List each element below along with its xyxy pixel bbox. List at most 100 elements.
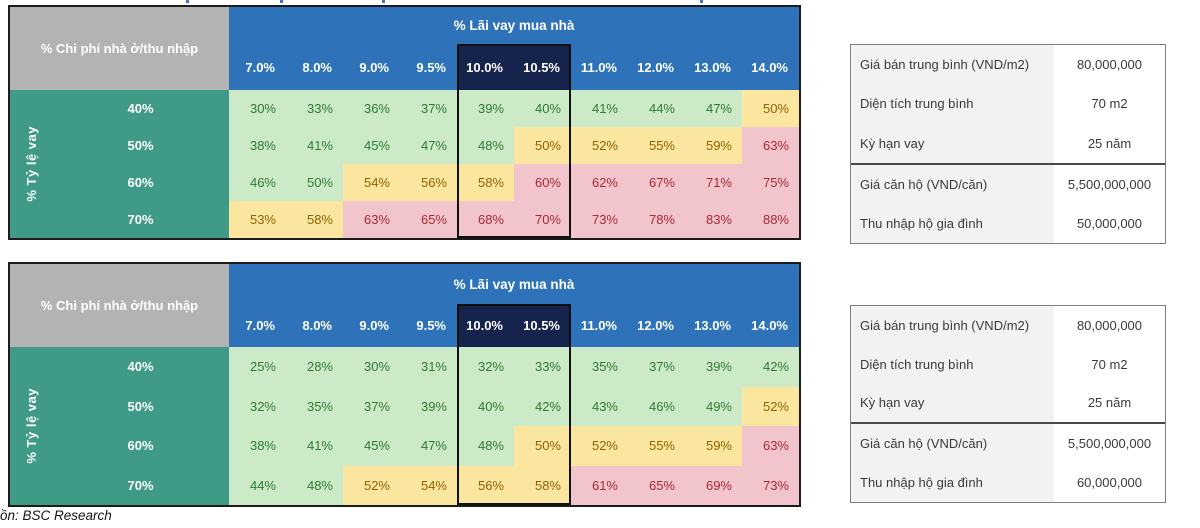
- assumption-row: Thu nhập hộ gia đình 60,000,000: [851, 463, 1165, 502]
- row-axis: % Tỷ lệ vay: [10, 90, 52, 238]
- column-header: 10.5%: [514, 304, 571, 347]
- assumptions-table-bottom: Giá bán trung bình (VND/m2) 80,000,000 Diệ…: [850, 305, 1166, 503]
- heatmap-cell: 37%: [400, 90, 457, 127]
- assumption-label: Giá căn hộ (VND/căn): [851, 424, 1054, 464]
- assumption-value: 80,000,000: [1076, 317, 1143, 333]
- heatmap-cell: 88%: [742, 201, 799, 238]
- heatmap-cell: 63%: [742, 426, 799, 466]
- corner-label: % Chi phí nhà ở/thu nhập: [10, 264, 229, 347]
- column-header: 12.0%: [628, 44, 685, 90]
- heatmap-cell: 38%: [229, 127, 286, 164]
- column-header: 9.0%: [343, 304, 400, 347]
- heatmap-cell: 40%: [514, 90, 571, 127]
- assumption-label: Kỳ hạn vay: [851, 383, 1054, 423]
- heatmap-cell: 35%: [286, 386, 343, 426]
- heatmap-cell: 65%: [400, 201, 457, 238]
- heatmap-cell: 44%: [229, 465, 286, 505]
- clipped-text-mark: [280, 0, 283, 3]
- assumption-row: Giá bán trung bình (VND/m2) 80,000,000: [851, 45, 1165, 85]
- row-label: 60%: [127, 175, 154, 190]
- heatmap-cell: 54%: [400, 465, 457, 505]
- heatmap-cell: 61%: [571, 465, 628, 505]
- heatmap-cell: 37%: [628, 347, 685, 387]
- column-group-title: % Lãi vay mua nhà: [229, 264, 799, 304]
- heatmap-cell: 33%: [514, 347, 571, 387]
- heatmap-cell: 30%: [343, 347, 400, 387]
- heatmap-cell: 75%: [742, 164, 799, 201]
- assumptions-table-top: Giá bán trung bình (VND/m2) 80,000,000 Diệ…: [850, 44, 1166, 244]
- heatmap-cell: 73%: [742, 465, 799, 505]
- assumption-row: Kỳ hạn vay 25 năm: [851, 123, 1165, 163]
- heatmap-cell: 50%: [742, 90, 799, 127]
- heatmap-cell: 62%: [571, 164, 628, 201]
- affordability-heatmap-bottom: % Chi phí nhà ở/thu nhập% Lãi vay mua nh…: [8, 262, 801, 507]
- column-header: 14.0%: [742, 304, 799, 347]
- heatmap-cell: 41%: [571, 90, 628, 127]
- assumption-value: 25 năm: [1087, 395, 1132, 411]
- heatmap-cell: 78%: [628, 201, 685, 238]
- assumption-label: Kỳ hạn vay: [851, 123, 1054, 163]
- heatmap-cell: 25%: [229, 347, 286, 387]
- heatmap-cell: 30%: [229, 90, 286, 127]
- row-label: 70%: [127, 477, 154, 493]
- heatmap-cell: 39%: [685, 347, 742, 387]
- assumption-value: 70 m2: [1091, 356, 1128, 372]
- heatmap-cell: 55%: [628, 127, 685, 164]
- heatmap-cell: 46%: [628, 386, 685, 426]
- clipped-text-mark: [382, 0, 385, 3]
- heatmap-cell: 73%: [571, 201, 628, 238]
- heatmap-cell: 70%: [514, 201, 571, 238]
- row-label: 40%: [127, 101, 154, 116]
- heatmap-cell: 44%: [628, 90, 685, 127]
- assumption-label: Giá bán trung bình (VND/m2): [851, 45, 1054, 85]
- column-header: 9.0%: [343, 44, 400, 90]
- heatmap-cell: 39%: [400, 386, 457, 426]
- row-label: 50%: [127, 398, 154, 414]
- heatmap-cell: 52%: [571, 426, 628, 466]
- assumption-label: Giá căn hộ (VND/căn): [851, 164, 1054, 204]
- heatmap-cell: 65%: [628, 465, 685, 505]
- row-labels: 40% 50% 60% 70%: [52, 347, 229, 505]
- heatmap-cell: 58%: [457, 164, 514, 201]
- heatmap-cell: 45%: [343, 426, 400, 466]
- column-header: 9.5%: [400, 44, 457, 90]
- heatmap-cell: 31%: [400, 347, 457, 387]
- heatmap-cell: 69%: [685, 465, 742, 505]
- heatmap-cell: 41%: [286, 426, 343, 466]
- assumption-value: 25 năm: [1087, 135, 1132, 151]
- heatmap-cell: 67%: [628, 164, 685, 201]
- heatmap-cell: 48%: [457, 127, 514, 164]
- heatmap-cell: 58%: [514, 465, 571, 505]
- assumption-row: Diện tích trung bình 70 m2: [851, 84, 1165, 124]
- heatmap-cell: 41%: [286, 127, 343, 164]
- assumption-value: 70 m2: [1091, 96, 1128, 112]
- row-axis: % Tỷ lệ vay: [10, 347, 52, 505]
- clipped-text-mark: [186, 0, 189, 3]
- heatmap-cell: 59%: [685, 426, 742, 466]
- heatmap-cell: 48%: [286, 465, 343, 505]
- heatmap-cell: 83%: [685, 201, 742, 238]
- column-header: 14.0%: [742, 44, 799, 90]
- column-header: 12.0%: [628, 304, 685, 347]
- assumption-row: Thu nhập hộ gia đình 50,000,000: [851, 203, 1165, 244]
- source-note: ồn: BSC Research: [0, 508, 112, 523]
- heatmap-cell: 48%: [457, 426, 514, 466]
- heatmap-cell: 56%: [400, 164, 457, 201]
- assumption-value: 5,500,000,000: [1067, 176, 1152, 192]
- heatmap-cell: 40%: [457, 386, 514, 426]
- heatmap-cell: 45%: [343, 127, 400, 164]
- assumption-label: Diện tích trung bình: [851, 344, 1054, 384]
- heatmap-cell: 49%: [685, 386, 742, 426]
- column-header: 9.5%: [400, 304, 457, 347]
- heatmap-cell: 42%: [514, 386, 571, 426]
- corner-label: % Chi phí nhà ở/thu nhập: [10, 7, 229, 90]
- assumption-value: 5,500,000,000: [1067, 436, 1152, 452]
- assumption-label: Diện tích trung bình: [851, 84, 1054, 124]
- heatmap-cell: 39%: [457, 90, 514, 127]
- assumption-label: Giá bán trung bình (VND/m2): [851, 306, 1054, 345]
- assumption-value: 60,000,000: [1076, 475, 1143, 491]
- heatmap-cell: 59%: [685, 127, 742, 164]
- heatmap-cell: 36%: [343, 90, 400, 127]
- affordability-heatmap-top: % Chi phí nhà ở/thu nhập% Lãi vay mua nh…: [8, 5, 801, 240]
